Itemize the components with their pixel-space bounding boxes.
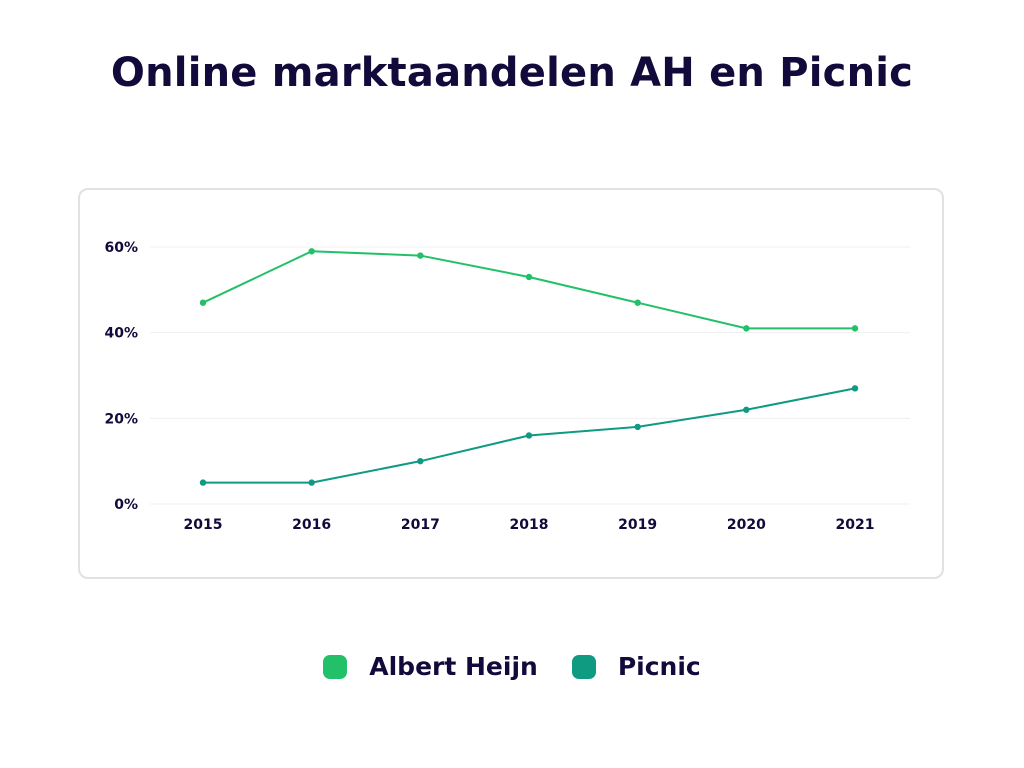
y-tick-label: 40% (104, 326, 138, 342)
legend-item-albert-heijn: Albert Heijn (323, 652, 538, 681)
data-point-picnic (525, 432, 533, 439)
x-tick-label: 2021 (836, 517, 875, 533)
x-tick-label: 2019 (618, 517, 657, 533)
chart-card: 0% 20% 40% 60% 2015 2016 2017 2018 2019 2020 2021 (78, 188, 944, 579)
legend-label-picnic: Picnic (617, 652, 701, 681)
x-tick-label: 2020 (727, 517, 766, 533)
y-tick-label: 20% (104, 411, 138, 427)
data-point-picnic (851, 385, 859, 392)
data-point-albert-heijn (199, 299, 207, 306)
legend: Albert Heijn Picnic (0, 652, 1024, 681)
series-line-albert-heijn (202, 250, 855, 330)
data-point-albert-heijn (743, 325, 750, 332)
data-point-albert-heijn (308, 248, 315, 255)
data-point-albert-heijn (525, 273, 533, 281)
x-tick-label: 2018 (510, 517, 549, 533)
x-tick-label: 2015 (184, 517, 223, 533)
data-point-albert-heijn (417, 252, 424, 259)
data-point-picnic (308, 479, 315, 486)
legend-label-albert-heijn: Albert Heijn (369, 652, 538, 681)
x-tick-label: 2016 (292, 517, 331, 533)
data-point-picnic (199, 479, 207, 486)
x-tick-label: 2017 (401, 517, 440, 533)
data-point-albert-heijn (634, 299, 641, 306)
legend-swatch-picnic (571, 654, 596, 679)
data-point-picnic (743, 406, 750, 413)
legend-swatch-albert-heijn (323, 654, 348, 679)
data-point-picnic (417, 457, 424, 465)
data-point-albert-heijn (851, 325, 859, 332)
legend-item-picnic: Picnic (571, 652, 701, 681)
chart-title: Online marktaandelen AH en Picnic (110, 50, 914, 96)
line-chart: 0% 20% 40% 60% 2015 2016 2017 2018 2019 2020 2021 (104, 240, 910, 533)
y-tick-label: 0% (114, 497, 138, 513)
data-point-picnic (634, 423, 641, 431)
y-tick-label: 60% (104, 240, 138, 256)
